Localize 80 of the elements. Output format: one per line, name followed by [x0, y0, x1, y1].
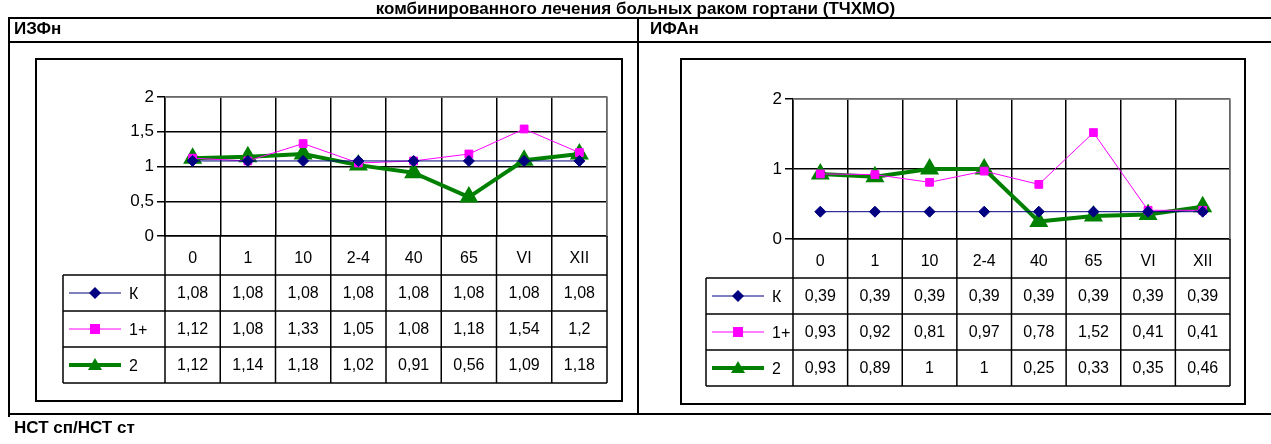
data-label: 1,08: [453, 284, 485, 302]
data-label: 0,78: [1023, 323, 1055, 341]
data-label: 0,39: [1077, 287, 1110, 305]
data-label: 0,39: [968, 287, 1000, 305]
data-label: 1,18: [563, 356, 596, 374]
x-tick-label: 10: [294, 248, 313, 266]
y-tick-label: 0: [144, 225, 154, 245]
data-label: 1,14: [232, 356, 264, 374]
x-tick-label: 0: [815, 251, 825, 269]
text: НСТ сп/НСТ ст: [14, 418, 135, 438]
x-tick-label: 2-4: [346, 248, 371, 266]
data-label: 0,41: [1132, 323, 1164, 341]
data-label: 1: [979, 359, 989, 377]
x-tick-label: 40: [1029, 251, 1048, 269]
data-label: 1,18: [453, 320, 485, 338]
data-label: 1,08: [232, 284, 264, 302]
y-tick-label: 2: [772, 88, 782, 108]
data-label: 0,91: [398, 356, 430, 374]
data-label: 0,97: [968, 323, 1000, 341]
y-tick-label: 1: [772, 158, 782, 178]
data-label: 0,33: [1077, 359, 1110, 377]
x-tick-label: 10: [920, 251, 939, 269]
data-label: 1,08: [563, 284, 596, 302]
data-label: 0,93: [804, 323, 836, 341]
data-label: 0,81: [913, 323, 946, 341]
x-tick-label: XII: [1192, 251, 1213, 269]
data-label: 1,54: [508, 320, 540, 338]
data-label: 1,2: [568, 320, 591, 338]
x-tick-label: XII: [569, 248, 590, 266]
x-tick-label: 65: [459, 248, 478, 266]
chart-title: ИЗФн: [14, 19, 62, 39]
y-tick-label: 1,5: [130, 121, 154, 141]
x-tick-label: VI: [516, 248, 532, 266]
data-label: 0,35: [1132, 359, 1164, 377]
data-label: 1,12: [177, 356, 209, 374]
data-label: 0,56: [453, 356, 485, 374]
x-tick-label: 2-4: [972, 251, 996, 269]
data-label: 1,08: [398, 284, 430, 302]
data-label: 0,39: [913, 287, 946, 305]
data-label: 0,41: [1187, 323, 1219, 341]
text: комбинированного лечения больных раком гортани (ТЧХМО): [374, 0, 897, 19]
y-tick-label: 0,5: [130, 190, 154, 210]
data-label: 1,18: [287, 356, 319, 374]
y-tick-label: 0: [772, 228, 782, 248]
data-label: 0,39: [804, 287, 836, 305]
data-label: 0,92: [859, 323, 891, 341]
legend-label: К: [129, 285, 139, 303]
data-label: 1,05: [342, 320, 375, 338]
legend-label: 1+: [772, 324, 791, 342]
data-label: 1,08: [398, 320, 430, 338]
data-label: 1,33: [287, 320, 319, 338]
data-label: 1,08: [177, 284, 209, 302]
data-label: 0,25: [1023, 359, 1055, 377]
data-label: 1,08: [232, 320, 264, 338]
legend-label: К: [772, 288, 782, 306]
data-label: 0,39: [1187, 287, 1219, 305]
x-tick-label: 1: [243, 248, 253, 266]
chart-title: ИФАн: [650, 19, 699, 39]
data-label: 1,08: [508, 284, 540, 302]
x-tick-label: 40: [404, 248, 423, 266]
data-label: 1,09: [508, 356, 540, 374]
data-label: 0,39: [1132, 287, 1164, 305]
y-tick-label: 1: [144, 156, 154, 176]
data-label: 0,89: [859, 359, 891, 377]
legend-label: 1+: [129, 321, 148, 339]
data-label: 0,46: [1187, 359, 1219, 377]
data-label: 1,52: [1077, 323, 1110, 341]
x-tick-label: 0: [188, 248, 198, 266]
data-label: 0,93: [804, 359, 836, 377]
data-label: 0,39: [859, 287, 891, 305]
data-label: 1,12: [177, 320, 209, 338]
x-tick-label: 1: [870, 251, 880, 269]
y-tick-label: 2: [144, 86, 154, 106]
data-label: 1,08: [287, 284, 319, 302]
data-label: 0,39: [1023, 287, 1055, 305]
x-tick-label: VI: [1140, 251, 1156, 269]
x-tick-label: 65: [1084, 251, 1103, 269]
data-label: 1,08: [342, 284, 375, 302]
data-label: 1,02: [342, 356, 375, 374]
data-label: 1: [925, 359, 935, 377]
